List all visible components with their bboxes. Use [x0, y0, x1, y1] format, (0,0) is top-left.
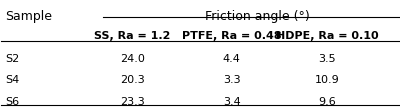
Text: 3.4: 3.4 — [223, 97, 241, 106]
Text: 10.9: 10.9 — [315, 75, 340, 85]
Text: Sample: Sample — [5, 10, 52, 23]
Text: 20.3: 20.3 — [120, 75, 145, 85]
Text: S4: S4 — [5, 75, 20, 85]
Text: 24.0: 24.0 — [120, 54, 145, 64]
Text: HDPE, Ra = 0.10: HDPE, Ra = 0.10 — [276, 31, 378, 41]
Text: SS, Ra = 1.2: SS, Ra = 1.2 — [94, 31, 171, 41]
Text: 9.6: 9.6 — [318, 97, 336, 106]
Text: 3.5: 3.5 — [318, 54, 336, 64]
Text: 4.4: 4.4 — [223, 54, 241, 64]
Text: PTFE, Ra = 0.48: PTFE, Ra = 0.48 — [182, 31, 282, 41]
Text: Friction angle (°): Friction angle (°) — [205, 10, 310, 23]
Text: 23.3: 23.3 — [120, 97, 145, 106]
Text: S2: S2 — [5, 54, 20, 64]
Text: S6: S6 — [5, 97, 20, 106]
Text: 3.3: 3.3 — [223, 75, 240, 85]
